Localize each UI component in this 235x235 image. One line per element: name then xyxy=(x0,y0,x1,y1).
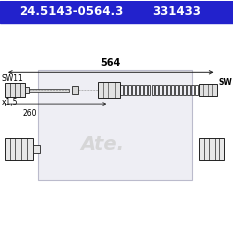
Bar xyxy=(199,138,224,160)
Bar xyxy=(98,82,120,98)
Text: Ate.: Ate. xyxy=(80,135,124,154)
Bar xyxy=(0,1,233,23)
Text: 331433: 331433 xyxy=(152,5,201,18)
Bar xyxy=(148,85,150,95)
Bar xyxy=(199,84,216,96)
Bar xyxy=(29,89,69,92)
Bar xyxy=(140,85,143,95)
Text: x1,5: x1,5 xyxy=(2,98,19,107)
Bar xyxy=(38,70,192,180)
Bar xyxy=(128,85,131,95)
Bar xyxy=(120,85,123,95)
Bar xyxy=(171,85,174,95)
Text: SW: SW xyxy=(219,78,232,87)
Bar xyxy=(167,85,170,95)
Bar xyxy=(132,85,135,95)
Bar xyxy=(191,85,194,95)
Bar xyxy=(136,85,139,95)
Bar xyxy=(159,85,162,95)
Bar xyxy=(124,85,127,95)
Bar xyxy=(152,85,154,95)
Bar xyxy=(5,83,25,97)
Bar xyxy=(187,85,190,95)
Text: 24.5143-0564.3: 24.5143-0564.3 xyxy=(19,5,124,18)
Bar xyxy=(33,145,40,153)
Text: 260: 260 xyxy=(23,109,37,118)
Bar xyxy=(195,85,198,95)
Bar xyxy=(156,85,158,95)
Bar xyxy=(179,85,182,95)
Text: SW11: SW11 xyxy=(2,74,24,83)
Bar xyxy=(25,87,29,93)
Bar xyxy=(73,86,78,94)
Bar xyxy=(175,85,178,95)
Bar xyxy=(183,85,186,95)
Text: 564: 564 xyxy=(101,58,121,68)
Bar xyxy=(5,138,33,160)
Bar xyxy=(163,85,166,95)
Bar xyxy=(144,85,147,95)
